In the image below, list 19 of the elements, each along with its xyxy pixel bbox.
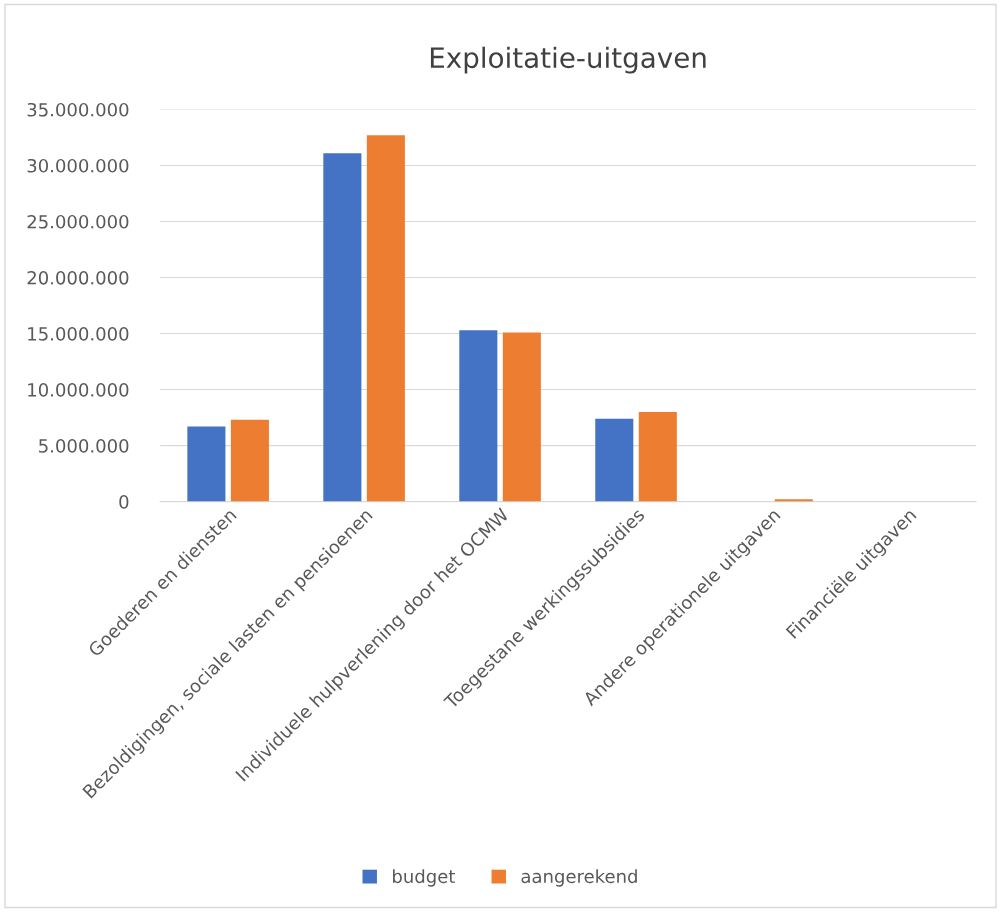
bar: [187, 426, 226, 502]
legend-label: aangerekend: [521, 869, 637, 887]
y-tick-label: 5.000.000: [39, 439, 129, 453]
bar: [459, 330, 498, 502]
bar: [502, 332, 541, 502]
y-tick-label: 35.000.000: [27, 102, 129, 117]
y-tick-label: 0: [119, 495, 129, 509]
y-tick-label: 25.000.000: [27, 214, 129, 229]
y-tick-label: 10.000.000: [28, 383, 129, 397]
chart-title: Exploitatie-uitgaven: [430, 46, 706, 74]
legend-label: budget: [393, 869, 455, 887]
y-tick-label: 30.000.000: [27, 158, 129, 173]
y-tick-label: 15.000.000: [28, 326, 129, 341]
bar: [323, 153, 362, 502]
bar: [595, 418, 634, 502]
bar: [638, 411, 677, 502]
y-tick-label: 20.000.000: [27, 270, 129, 285]
bar: [230, 419, 269, 502]
bar: [366, 135, 405, 502]
